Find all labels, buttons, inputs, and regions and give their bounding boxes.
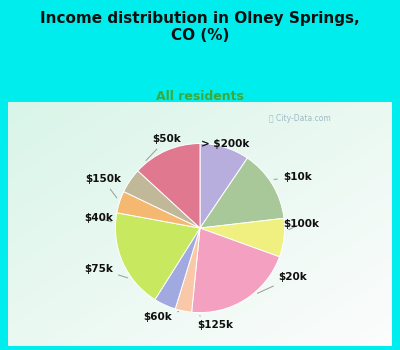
- Text: $60k: $60k: [143, 312, 178, 322]
- Text: ⓘ City-Data.com: ⓘ City-Data.com: [269, 114, 331, 123]
- Text: $100k: $100k: [284, 219, 320, 230]
- Text: $150k: $150k: [85, 174, 121, 198]
- Wedge shape: [124, 171, 200, 228]
- Text: $125k: $125k: [197, 316, 233, 330]
- Wedge shape: [116, 213, 200, 300]
- Wedge shape: [200, 218, 284, 257]
- Text: $40k: $40k: [84, 213, 113, 223]
- Wedge shape: [200, 158, 284, 228]
- Wedge shape: [117, 191, 200, 228]
- Text: Income distribution in Olney Springs,
CO (%): Income distribution in Olney Springs, CO…: [40, 10, 360, 43]
- Wedge shape: [155, 228, 200, 309]
- Wedge shape: [138, 144, 200, 228]
- Text: > $200k: > $200k: [201, 139, 250, 148]
- Wedge shape: [200, 144, 248, 228]
- Text: All residents: All residents: [156, 90, 244, 103]
- Text: $20k: $20k: [258, 272, 307, 293]
- Wedge shape: [175, 228, 200, 312]
- Text: $50k: $50k: [146, 134, 180, 161]
- Wedge shape: [192, 228, 280, 313]
- Text: $10k: $10k: [274, 172, 312, 182]
- Text: $75k: $75k: [84, 264, 128, 278]
